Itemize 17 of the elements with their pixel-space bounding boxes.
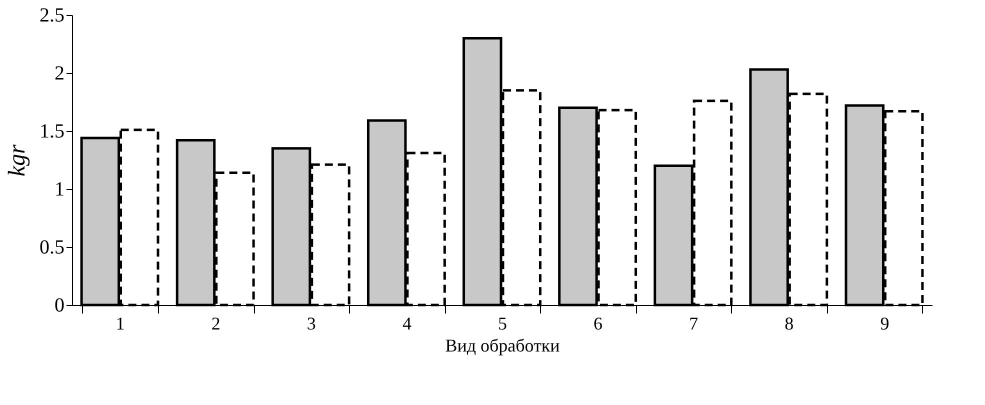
x-tick-label: 4 — [402, 314, 412, 334]
y-tick-label: 1.5 — [40, 120, 64, 142]
x-tick-label: 7 — [689, 314, 698, 334]
x-tick-label: 5 — [498, 314, 507, 334]
x-tick-label: 8 — [784, 314, 794, 334]
y-tick-label: 0.5 — [40, 236, 64, 258]
y-tick-label: 2.5 — [40, 4, 64, 26]
y-tick-label: 1 — [54, 178, 64, 200]
x-tick-label: 9 — [880, 314, 890, 334]
x-tick-label: 2 — [211, 314, 220, 334]
y-tick-label: 0 — [54, 294, 64, 316]
y-axis-title: kgr — [4, 144, 30, 176]
y-tick-label: 2 — [54, 62, 64, 84]
x-tick-label: 6 — [594, 314, 603, 334]
x-axis-title: Вид обработки — [445, 336, 560, 356]
x-tick-label: 1 — [116, 314, 125, 334]
x-tick-label: 3 — [306, 314, 316, 334]
